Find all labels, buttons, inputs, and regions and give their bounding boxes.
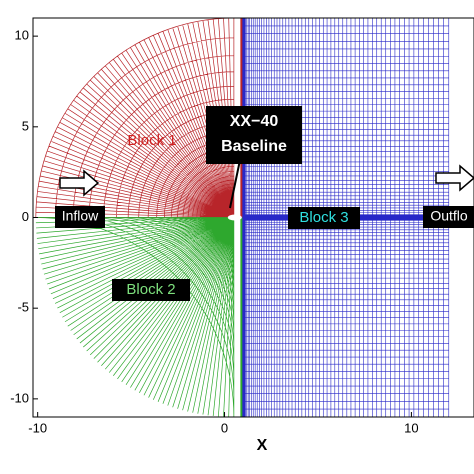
label-box xyxy=(112,279,190,301)
pointer xyxy=(229,159,241,209)
label-box xyxy=(55,206,105,228)
annotation: Block 1 xyxy=(127,132,176,149)
annotation: Baseline xyxy=(221,138,287,155)
y-tick-label: 0 xyxy=(22,209,29,224)
airfoil xyxy=(227,214,242,221)
annotation: XX−40 xyxy=(230,113,279,130)
annotation: Outflo xyxy=(430,208,468,224)
annotation: Inflow xyxy=(62,208,99,224)
annotation: Block 3 xyxy=(299,209,348,226)
label-box xyxy=(206,106,302,164)
x-tick-label: 10 xyxy=(404,420,418,435)
annotation: Block 2 xyxy=(126,281,175,298)
y-tick-label: 5 xyxy=(22,118,29,133)
mesh-block xyxy=(35,217,235,417)
overlay: Block 1 Block 2 Block 3 XX−40 Baseline Inflow… xyxy=(55,106,474,301)
label-box xyxy=(288,207,360,229)
y-tick-label: 10 xyxy=(15,28,29,43)
y-tick-label: -10 xyxy=(10,390,29,405)
label-box xyxy=(423,206,474,228)
flow-arrow xyxy=(435,164,474,192)
y-tick-label: -5 xyxy=(17,300,29,315)
x-axis-label: X xyxy=(257,437,268,454)
x-tick-label: -10 xyxy=(28,420,47,435)
x-tick-label: 0 xyxy=(221,420,228,435)
flow-arrow xyxy=(59,169,100,197)
